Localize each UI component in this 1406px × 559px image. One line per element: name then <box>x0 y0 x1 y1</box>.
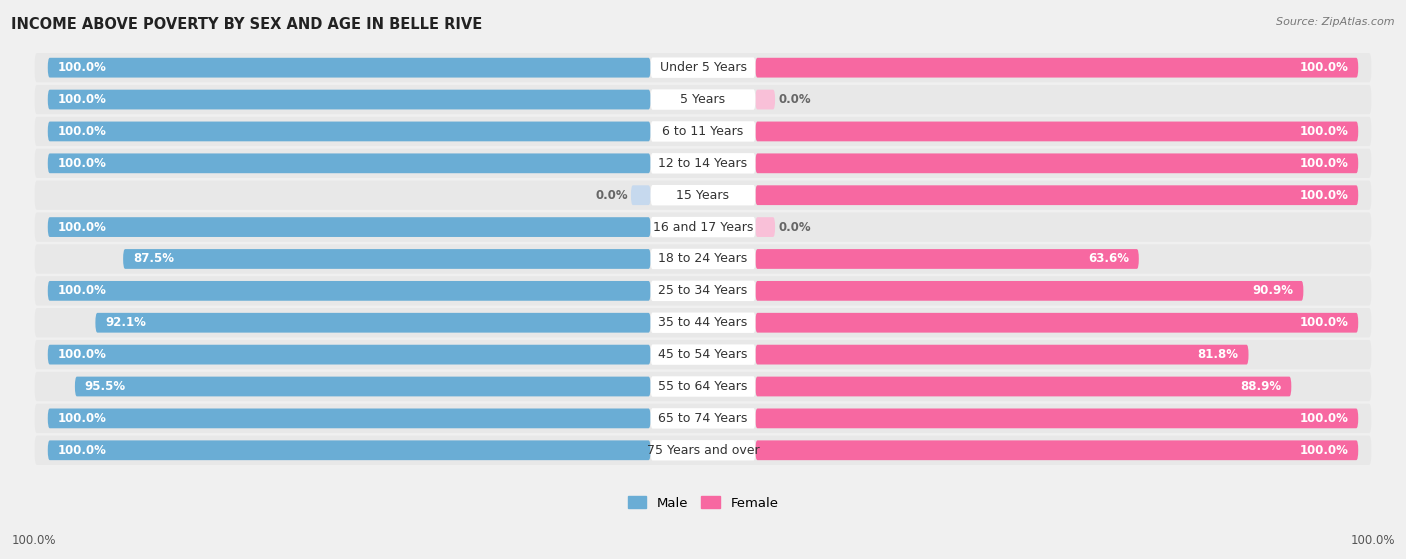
Text: 100.0%: 100.0% <box>1299 189 1348 202</box>
Text: 100.0%: 100.0% <box>58 285 107 297</box>
Text: 45 to 54 Years: 45 to 54 Years <box>658 348 748 361</box>
FancyBboxPatch shape <box>651 408 755 429</box>
FancyBboxPatch shape <box>124 249 651 269</box>
Text: 0.0%: 0.0% <box>779 93 811 106</box>
FancyBboxPatch shape <box>631 186 651 205</box>
FancyBboxPatch shape <box>651 89 755 110</box>
Text: Under 5 Years: Under 5 Years <box>659 61 747 74</box>
FancyBboxPatch shape <box>755 409 1358 428</box>
Text: Source: ZipAtlas.com: Source: ZipAtlas.com <box>1277 17 1395 27</box>
Text: 100.0%: 100.0% <box>1299 157 1348 170</box>
Text: 87.5%: 87.5% <box>134 253 174 266</box>
Text: 65 to 74 Years: 65 to 74 Years <box>658 412 748 425</box>
Text: 18 to 24 Years: 18 to 24 Years <box>658 253 748 266</box>
FancyBboxPatch shape <box>651 376 755 397</box>
Text: 55 to 64 Years: 55 to 64 Years <box>658 380 748 393</box>
FancyBboxPatch shape <box>35 53 1371 82</box>
Text: 90.9%: 90.9% <box>1253 285 1294 297</box>
FancyBboxPatch shape <box>96 313 651 333</box>
FancyBboxPatch shape <box>651 440 755 461</box>
FancyBboxPatch shape <box>755 377 1291 396</box>
Text: 100.0%: 100.0% <box>58 221 107 234</box>
Text: INCOME ABOVE POVERTY BY SEX AND AGE IN BELLE RIVE: INCOME ABOVE POVERTY BY SEX AND AGE IN B… <box>11 17 482 32</box>
Text: 100.0%: 100.0% <box>58 125 107 138</box>
FancyBboxPatch shape <box>35 340 1371 369</box>
FancyBboxPatch shape <box>35 149 1371 178</box>
FancyBboxPatch shape <box>48 153 651 173</box>
Text: 25 to 34 Years: 25 to 34 Years <box>658 285 748 297</box>
FancyBboxPatch shape <box>48 89 651 110</box>
FancyBboxPatch shape <box>48 217 651 237</box>
Text: 95.5%: 95.5% <box>84 380 127 393</box>
Text: 5 Years: 5 Years <box>681 93 725 106</box>
Text: 81.8%: 81.8% <box>1198 348 1239 361</box>
FancyBboxPatch shape <box>651 249 755 269</box>
FancyBboxPatch shape <box>651 153 755 173</box>
Text: 12 to 14 Years: 12 to 14 Years <box>658 157 748 170</box>
FancyBboxPatch shape <box>755 440 1358 460</box>
Text: 63.6%: 63.6% <box>1088 253 1129 266</box>
FancyBboxPatch shape <box>755 249 1139 269</box>
Text: 0.0%: 0.0% <box>595 189 627 202</box>
FancyBboxPatch shape <box>48 409 651 428</box>
Text: 100.0%: 100.0% <box>58 412 107 425</box>
Text: 15 Years: 15 Years <box>676 189 730 202</box>
FancyBboxPatch shape <box>48 281 651 301</box>
Text: 100.0%: 100.0% <box>1350 534 1395 547</box>
FancyBboxPatch shape <box>48 345 651 364</box>
FancyBboxPatch shape <box>755 281 1303 301</box>
FancyBboxPatch shape <box>651 217 755 237</box>
FancyBboxPatch shape <box>651 58 755 78</box>
FancyBboxPatch shape <box>35 117 1371 146</box>
FancyBboxPatch shape <box>35 212 1371 241</box>
FancyBboxPatch shape <box>75 377 651 396</box>
Text: 100.0%: 100.0% <box>1299 316 1348 329</box>
Text: 100.0%: 100.0% <box>1299 444 1348 457</box>
Text: 75 Years and over: 75 Years and over <box>647 444 759 457</box>
FancyBboxPatch shape <box>35 372 1371 401</box>
FancyBboxPatch shape <box>755 186 1358 205</box>
Text: 88.9%: 88.9% <box>1240 380 1281 393</box>
FancyBboxPatch shape <box>35 85 1371 114</box>
FancyBboxPatch shape <box>35 276 1371 306</box>
FancyBboxPatch shape <box>35 244 1371 274</box>
Text: 16 and 17 Years: 16 and 17 Years <box>652 221 754 234</box>
Text: 100.0%: 100.0% <box>1299 412 1348 425</box>
Text: 6 to 11 Years: 6 to 11 Years <box>662 125 744 138</box>
Text: 0.0%: 0.0% <box>779 221 811 234</box>
FancyBboxPatch shape <box>651 344 755 365</box>
Text: 35 to 44 Years: 35 to 44 Years <box>658 316 748 329</box>
FancyBboxPatch shape <box>651 121 755 141</box>
FancyBboxPatch shape <box>35 308 1371 338</box>
Text: 100.0%: 100.0% <box>11 534 56 547</box>
FancyBboxPatch shape <box>755 153 1358 173</box>
FancyBboxPatch shape <box>755 217 775 237</box>
FancyBboxPatch shape <box>651 312 755 333</box>
Text: 100.0%: 100.0% <box>58 93 107 106</box>
FancyBboxPatch shape <box>755 89 775 110</box>
Text: 92.1%: 92.1% <box>105 316 146 329</box>
FancyBboxPatch shape <box>651 281 755 301</box>
FancyBboxPatch shape <box>35 435 1371 465</box>
Legend: Male, Female: Male, Female <box>623 491 783 515</box>
FancyBboxPatch shape <box>755 121 1358 141</box>
FancyBboxPatch shape <box>755 58 1358 78</box>
FancyBboxPatch shape <box>48 440 651 460</box>
FancyBboxPatch shape <box>755 313 1358 333</box>
Text: 100.0%: 100.0% <box>58 444 107 457</box>
FancyBboxPatch shape <box>35 181 1371 210</box>
FancyBboxPatch shape <box>755 345 1249 364</box>
FancyBboxPatch shape <box>48 121 651 141</box>
Text: 100.0%: 100.0% <box>58 61 107 74</box>
FancyBboxPatch shape <box>651 185 755 205</box>
Text: 100.0%: 100.0% <box>1299 125 1348 138</box>
Text: 100.0%: 100.0% <box>1299 61 1348 74</box>
Text: 100.0%: 100.0% <box>58 348 107 361</box>
FancyBboxPatch shape <box>48 58 651 78</box>
FancyBboxPatch shape <box>35 404 1371 433</box>
Text: 100.0%: 100.0% <box>58 157 107 170</box>
